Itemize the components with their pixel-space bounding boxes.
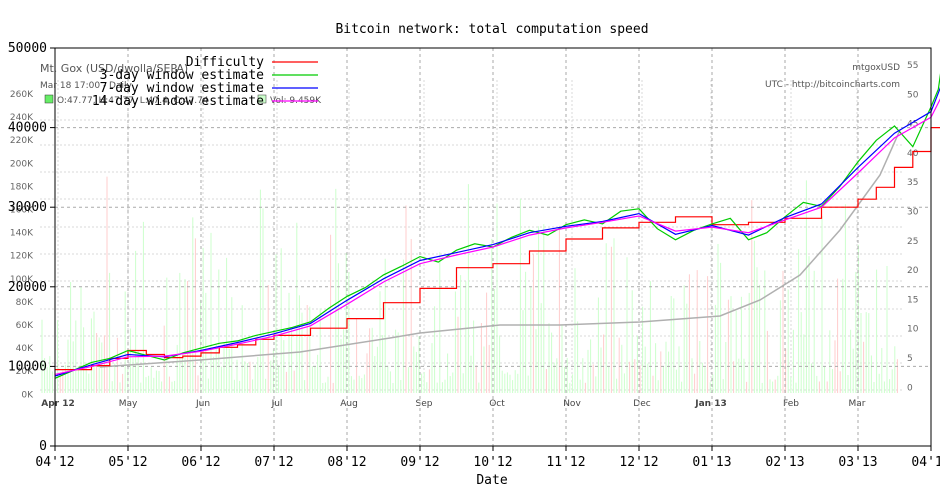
y-axis: 0 10000 20000 30000 40000 50000 [8,41,55,454]
x-tick-label: 12'12 [619,455,658,470]
ohlc-readout: O:47.77, H:47.77, L:47.4, C:47.74 [57,96,209,106]
overlay-subtitle: Mar 18 17:00 - Daily [40,81,133,91]
ohlc-marker [44,94,54,104]
x-tick-label: 04'12 [35,455,74,470]
x-tick-label: 02'13 [765,455,804,470]
x-axis: 04'12 05'12 06'12 07'12 08'12 09'12 10'12 11'12… [35,446,940,470]
month-label: Apr 12 [41,399,75,409]
month-label: Nov [563,399,581,409]
volume-tick-label: 0K [21,390,34,400]
month-label: Jan 13 [694,399,727,409]
volume-tick-label: 20K [16,367,34,377]
price-tick-label: 0 [907,383,913,393]
y-tick-label: 10000 [8,359,47,374]
legend-label: Difficulty [186,55,264,70]
price-tick-label: 25 [907,237,918,247]
x-tick-label: 04'13 [911,455,940,470]
x-tick-label: 08'12 [327,455,366,470]
month-label: Sep [416,399,433,409]
price-tick-label: 30 [907,208,919,218]
series-line-7-day-window-estimate [54,87,940,377]
volume-tick-label: 260K [10,90,34,100]
y-tick-label: 20000 [8,280,47,295]
volume-tick-label: 60K [16,321,34,331]
x-axis-label: Date [476,473,507,488]
price-overlay-image: 5550454035302520151050260K240K220K200K18… [10,61,919,409]
volume-marker [257,94,267,104]
month-label: Aug [340,399,358,409]
x-tick-label: 05'12 [108,455,147,470]
legend-label: 14-day window estimate [92,94,264,109]
volume-tick-label: 40K [16,344,34,354]
x-tick-label: 01'13 [692,455,731,470]
x-tick-label: 07'12 [254,455,293,470]
chart-title: Bitcoin network: total computation speed [335,22,648,37]
volume-tick-label: 180K [10,182,34,192]
x-tick-label: 09'12 [400,455,439,470]
series-line-3-day-window-estimate [54,73,940,379]
overlay-title: Mt. Gox (USD/dwolla/SEPA) [40,62,188,75]
month-label: Feb [783,399,799,409]
price-tick-label: 45 [907,120,918,130]
volume-tick-label: 120K [10,252,34,262]
volume-tick-label: 140K [10,229,34,239]
price-tick-label: 55 [907,61,918,71]
volume-tick-label: 220K [10,136,34,146]
x-tick-label: 06'12 [181,455,220,470]
volume-tick-label: 80K [16,298,34,308]
month-label: Dec [633,399,650,409]
y-tick-label: 50000 [8,41,47,56]
overlay-source: UTC - http://bitcoincharts.com [765,80,900,90]
month-label: Jun [195,399,210,409]
price-tick-label: 35 [907,178,918,188]
month-label: Mar [849,399,866,409]
volume-tick-label: 100K [10,275,34,285]
price-tick-label: 5 [907,354,913,364]
price-tick-label: 20 [907,266,919,276]
legend-label: 7-day window estimate [100,81,265,96]
series-line-14-day-window-estimate [54,98,940,375]
overlay-moving-average [99,129,901,368]
series-line-difficulty [55,126,940,371]
legend-label: 3-day window estimate [100,68,265,83]
x-tick-label: 03'13 [838,455,877,470]
volume-tick-label: 200K [10,159,34,169]
price-tick-label: 15 [907,295,918,305]
price-tick-label: 10 [907,325,919,335]
month-label: Jul [271,399,283,409]
month-label: Oct [489,399,505,409]
y-tick-label: 30000 [8,200,47,215]
y-tick-label: 0 [39,439,47,454]
volume-tick-label: 160K [10,206,34,216]
overlay-symbol: mtgoxUSD [852,63,900,73]
price-tick-label: 50 [907,90,919,100]
x-tick-label: 10'12 [473,455,512,470]
volume-tick-label: 240K [10,113,34,123]
series-layer [54,73,940,379]
y-tick-label: 40000 [8,121,47,136]
x-tick-label: 11'12 [546,455,585,470]
